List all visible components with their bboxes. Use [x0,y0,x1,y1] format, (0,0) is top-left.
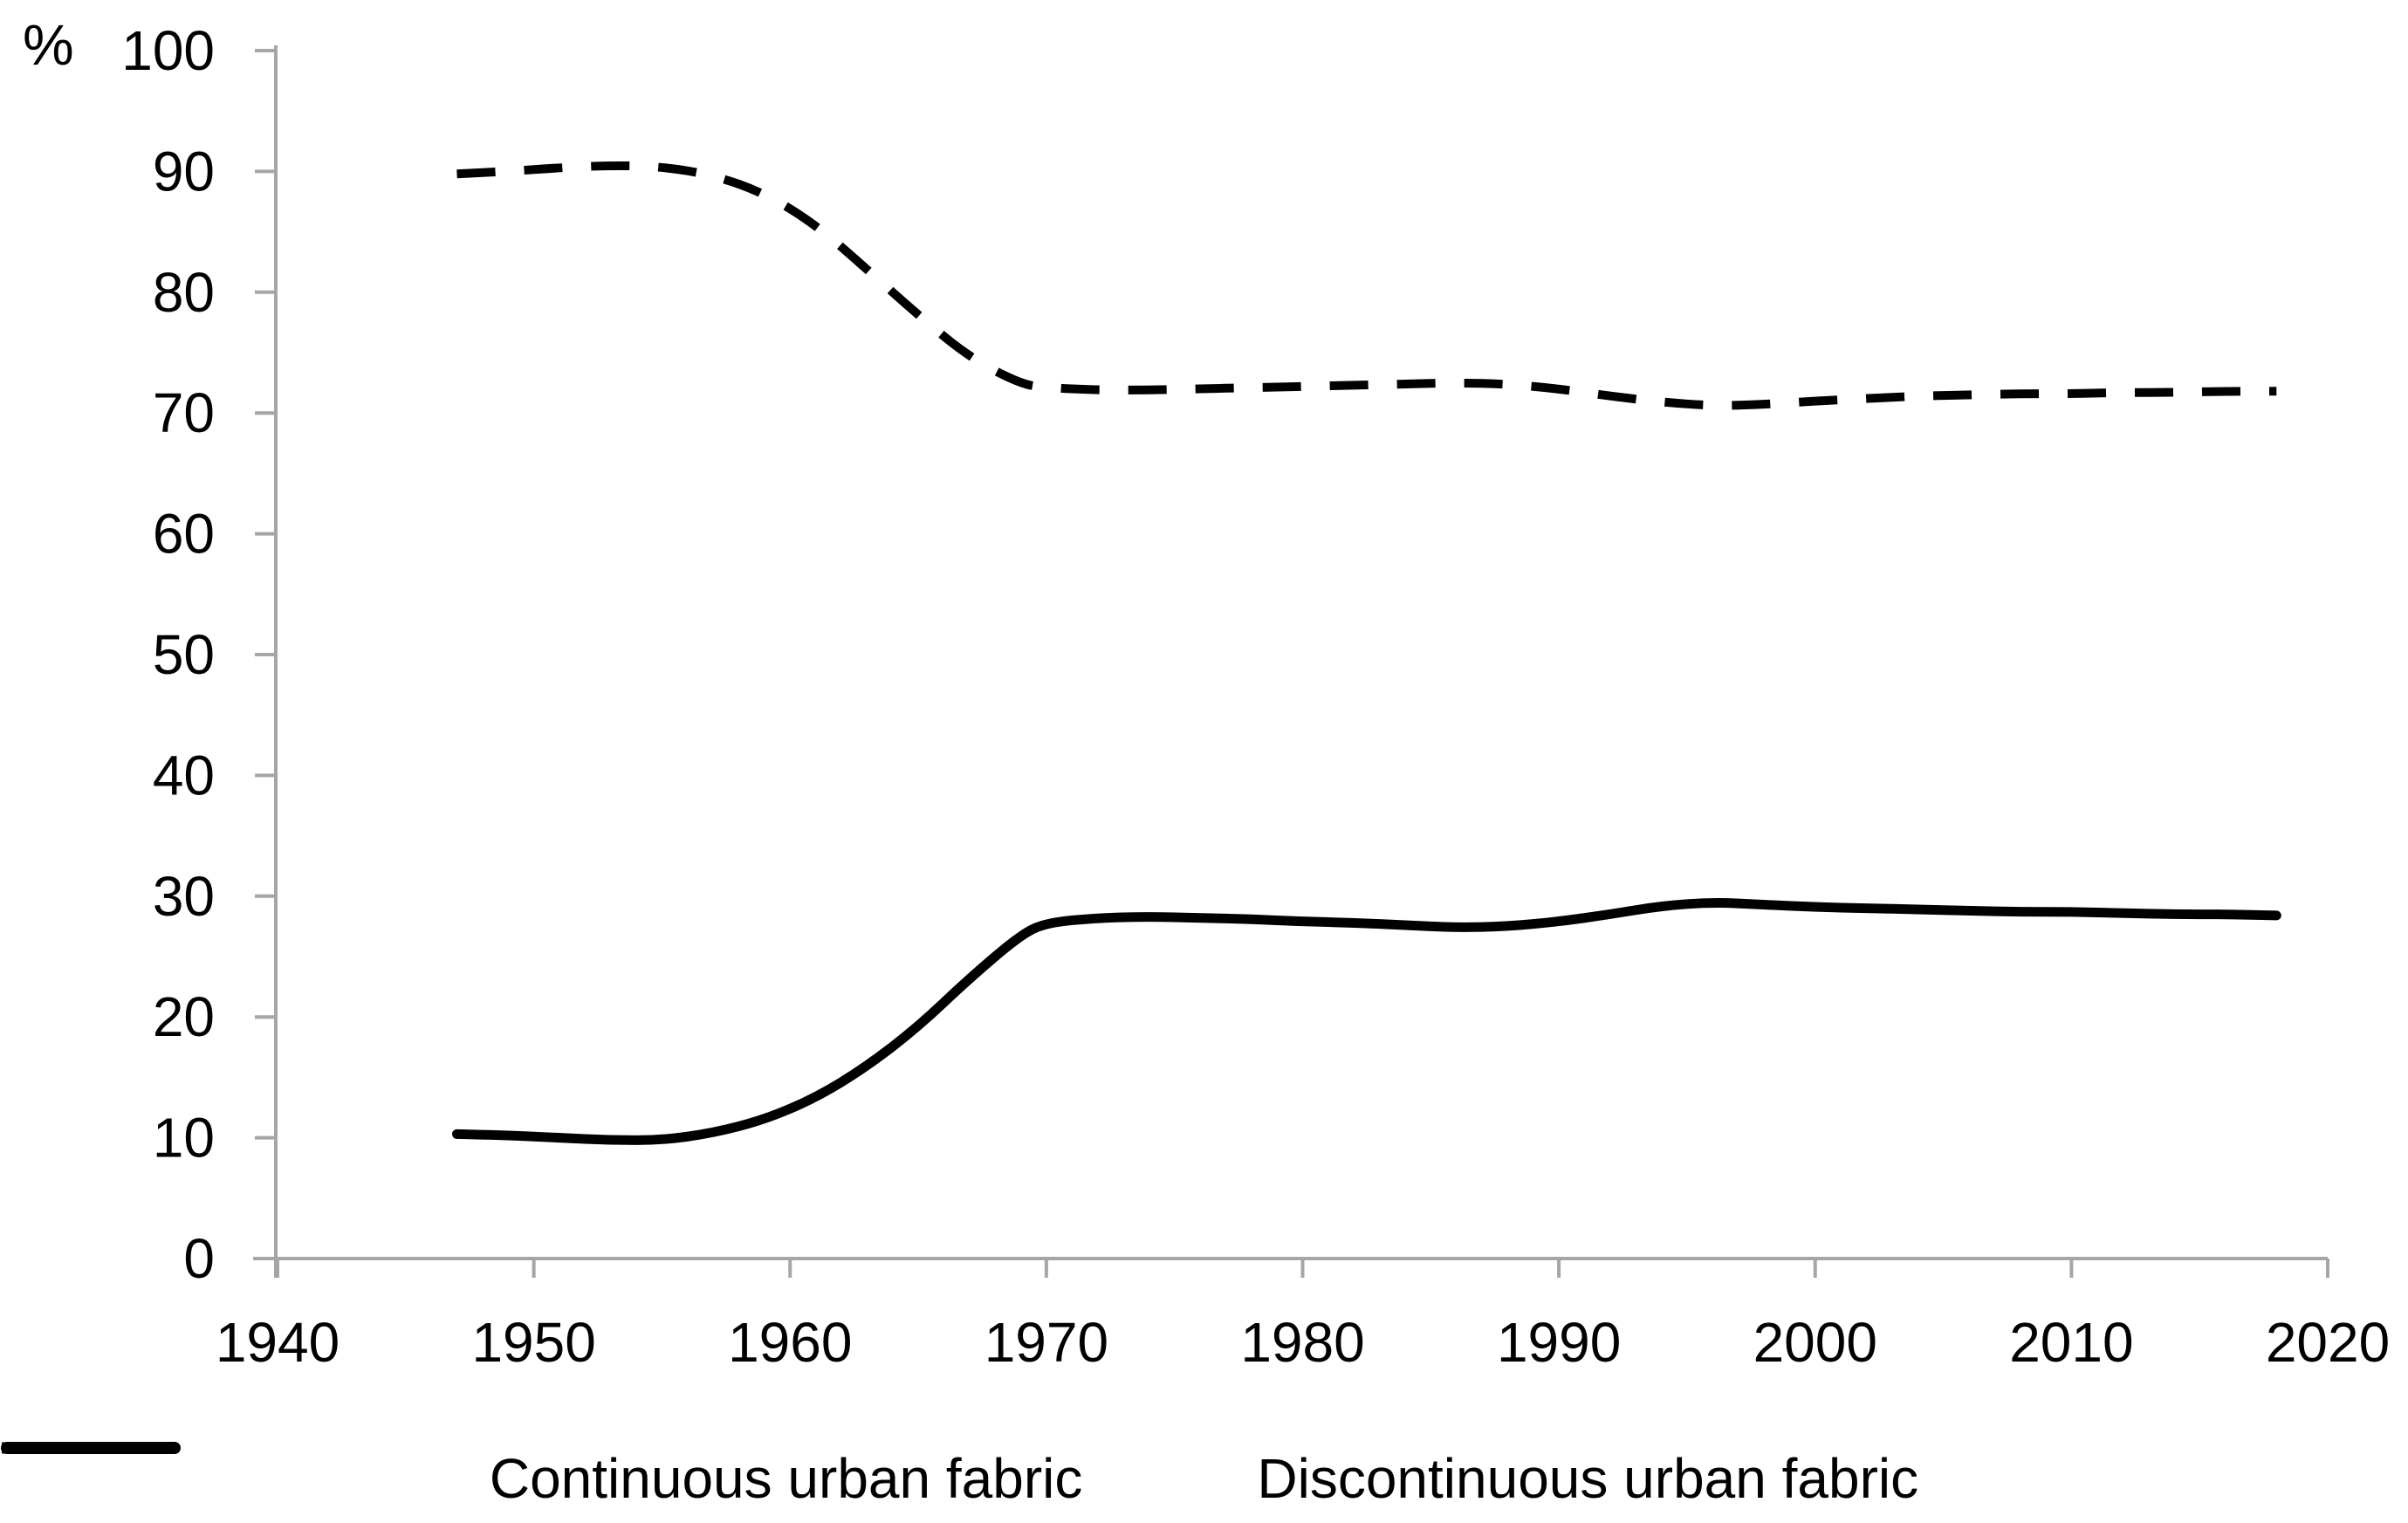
x-tick-label: 2010 [2009,1311,2133,1374]
x-tick-label: 1940 [216,1311,340,1374]
legend: Continuous urban fabric Discontinuous ur… [0,1438,2408,1519]
series-line-continuous [452,898,2281,1145]
legend-label-continuous: Continuous urban fabric [489,1447,1083,1510]
y-tick-label: 30 [153,865,215,928]
legend-label-discontinuous: Discontinuous urban fabric [1257,1447,1919,1510]
x-tick-label: 1950 [471,1311,595,1374]
x-tick-label: 1960 [728,1311,852,1374]
y-tick-label: 50 [153,623,215,686]
y-tick-label: 70 [153,381,215,444]
y-axis-unit-label: % [23,12,74,77]
x-tick-label: 1980 [1240,1311,1364,1374]
y-tick-label: 80 [153,261,215,324]
x-tick-label: 1990 [1497,1311,1621,1374]
plot-area: 0 10 20 30 40 50 60 70 80 90 100 1940 1950 1960 1970 19… [121,19,2390,1374]
y-tick-label: 0 [183,1227,215,1290]
x-tick-label: 1970 [984,1311,1108,1374]
legend-dashed-line-sample [2,1442,162,1454]
y-tick-label: 100 [121,19,215,82]
y-tick-label: 60 [153,503,215,566]
y-tick-label: 10 [153,1107,215,1170]
legend-item-discontinuous: Discontinuous urban fabric [2,1442,1919,1510]
series-line-discontinuous [456,161,2277,410]
x-tick-label: 2000 [1753,1311,1877,1374]
x-tick-label: 2020 [2266,1311,2390,1374]
legend-item-continuous: Continuous urban fabric [1,1442,1083,1510]
y-tick-label: 20 [153,985,215,1048]
y-tick-label: 40 [153,744,215,806]
y-tick-label: 90 [153,140,215,202]
